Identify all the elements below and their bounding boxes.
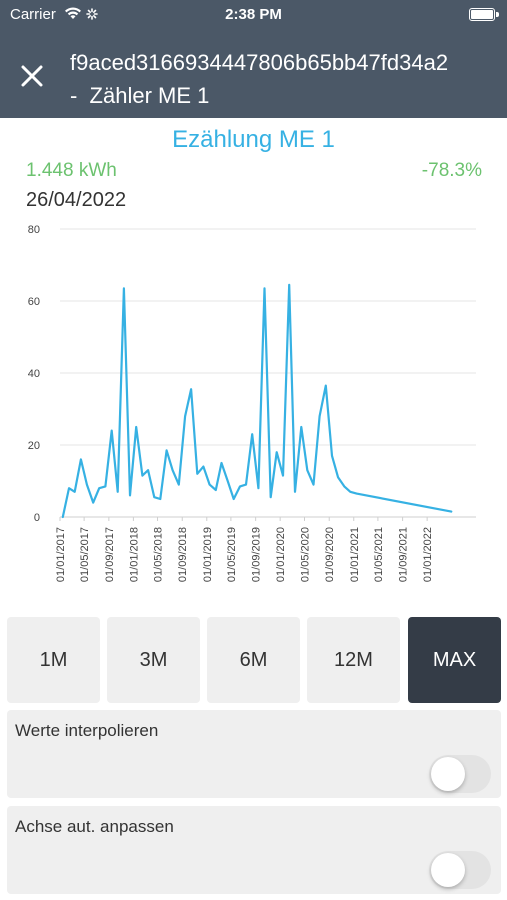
x-tick-label: 01/01/2017 bbox=[55, 527, 67, 582]
x-tick-label: 01/09/2019 bbox=[251, 527, 263, 582]
x-tick-label: 01/09/2020 bbox=[324, 527, 336, 582]
x-tick-label: 01/05/2020 bbox=[299, 527, 311, 582]
carrier-label: Carrier bbox=[10, 6, 56, 23]
range-button-label: MAX bbox=[432, 648, 477, 671]
x-tick-label: 01/01/2020 bbox=[275, 527, 287, 582]
header-title-line2: - Zähler ME 1 bbox=[70, 83, 210, 108]
setting-interpolate-values: Werte interpolieren bbox=[7, 710, 501, 798]
consumption-line-chart: 0 20 40 60 80 01/01/2017 01/05/2017 01/09/2017 0… bbox=[28, 224, 476, 582]
y-tick-label: 40 bbox=[28, 368, 40, 380]
x-tick-label: 01/01/2019 bbox=[202, 527, 214, 582]
x-tick-label: 01/05/2021 bbox=[373, 527, 385, 582]
activity-spinner-icon bbox=[86, 8, 98, 20]
x-tick-label: 01/01/2021 bbox=[349, 527, 361, 582]
range-button-label: 12M bbox=[334, 648, 373, 671]
x-tick-label: 01/05/2019 bbox=[226, 527, 238, 582]
range-button-max[interactable]: MAX bbox=[408, 617, 501, 703]
range-button-label: 6M bbox=[239, 648, 268, 671]
range-button-label: 1M bbox=[39, 648, 68, 671]
toggle-knob bbox=[431, 853, 465, 887]
x-tick-label: 01/09/2021 bbox=[398, 527, 410, 582]
close-icon bbox=[21, 65, 43, 87]
interpolate-toggle[interactable] bbox=[429, 755, 491, 793]
setting-auto-scale-axis: Achse aut. anpassen bbox=[7, 806, 501, 894]
app-header: Carrier 2:38 PM f9aced3166934447806b65bb… bbox=[0, 0, 507, 118]
y-tick-label: 80 bbox=[28, 224, 40, 236]
x-tick-label: 01/05/2017 bbox=[79, 527, 91, 582]
header-title: f9aced3166934447806b65bb47fd34a2 - Zähle… bbox=[70, 46, 507, 112]
x-tick-label: 01/05/2018 bbox=[153, 527, 165, 582]
status-time: 2:38 PM bbox=[225, 6, 282, 23]
wifi-icon bbox=[65, 7, 81, 19]
battery-cap bbox=[496, 12, 499, 17]
time-range-selector: 1M 3M 6M 12M MAX bbox=[7, 617, 501, 703]
range-button-12m[interactable]: 12M bbox=[307, 617, 400, 703]
range-button-1m[interactable]: 1M bbox=[7, 617, 100, 703]
series-line bbox=[61, 283, 453, 519]
setting-label: Werte interpolieren bbox=[15, 721, 159, 740]
x-tick-label: 01/09/2017 bbox=[104, 527, 116, 582]
chart-title: Ezählung ME 1 bbox=[172, 126, 335, 153]
change-percentage: -78.3% bbox=[421, 160, 482, 181]
auto-scale-toggle[interactable] bbox=[429, 851, 491, 889]
toggle-knob bbox=[431, 757, 465, 791]
range-button-3m[interactable]: 3M bbox=[107, 617, 200, 703]
header-title-line1: f9aced3166934447806b65bb47fd34a2 bbox=[70, 50, 449, 75]
y-tick-label: 0 bbox=[34, 512, 40, 524]
battery-icon bbox=[469, 8, 495, 21]
current-value: 1.448 kWh bbox=[26, 160, 117, 181]
x-tick-label: 01/09/2018 bbox=[177, 527, 189, 582]
range-button-label: 3M bbox=[139, 648, 168, 671]
y-tick-label: 60 bbox=[28, 296, 40, 308]
setting-label: Achse aut. anpassen bbox=[15, 817, 174, 836]
reading-date: 26/04/2022 bbox=[26, 189, 127, 211]
y-tick-label: 20 bbox=[28, 440, 40, 452]
status-bar: Carrier 2:38 PM bbox=[0, 0, 507, 30]
x-tick-label: 01/01/2018 bbox=[128, 527, 140, 582]
close-button[interactable] bbox=[18, 62, 46, 90]
range-button-6m[interactable]: 6M bbox=[207, 617, 300, 703]
x-tick-label: 01/01/2022 bbox=[422, 527, 434, 582]
